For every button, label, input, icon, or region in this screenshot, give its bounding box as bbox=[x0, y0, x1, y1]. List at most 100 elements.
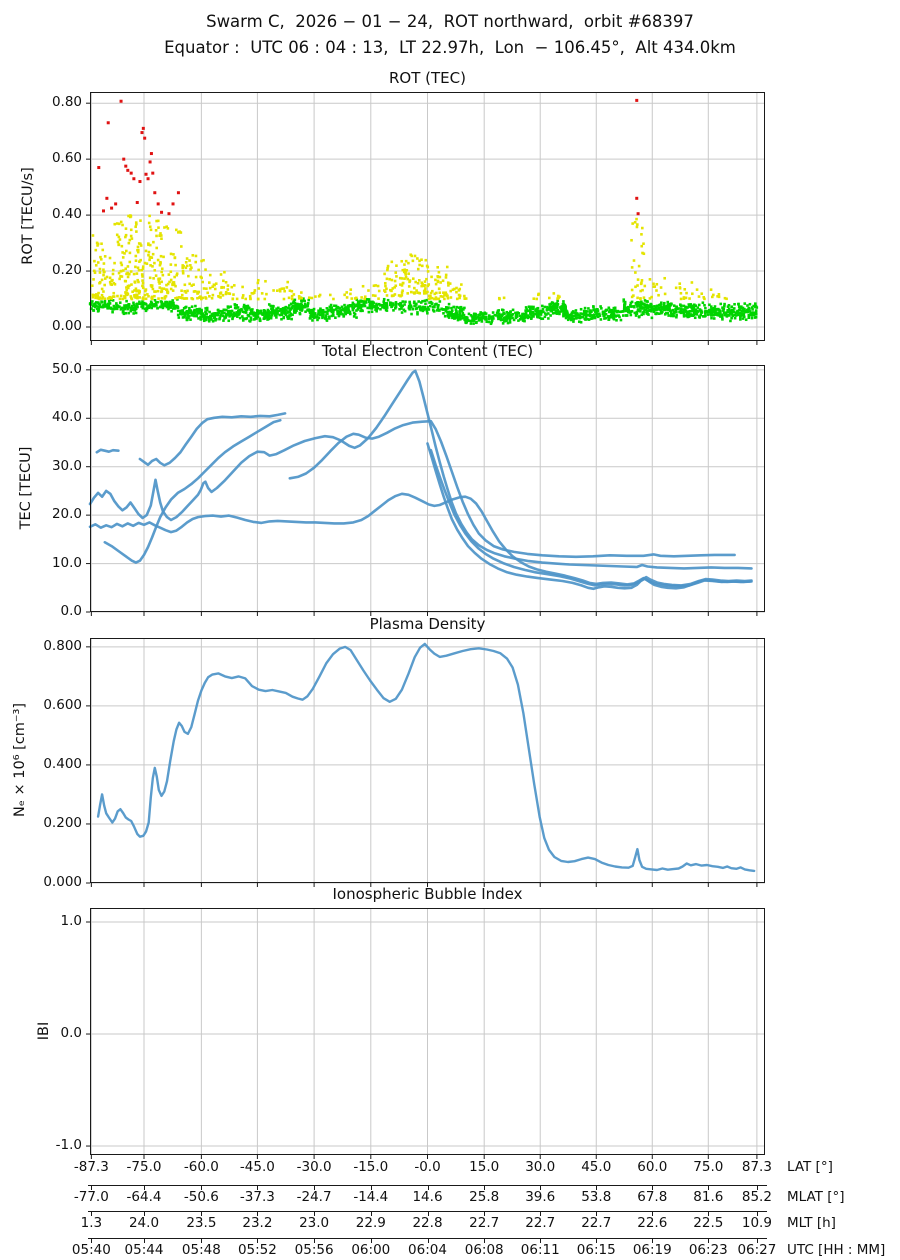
utc-tick-label: 06:00 bbox=[351, 1242, 391, 1258]
mlt-tick-mark bbox=[756, 1212, 758, 1216]
mlt-tick-label: 22.7 bbox=[581, 1215, 612, 1231]
mlat-axis-label: MLAT [°] bbox=[787, 1189, 845, 1205]
lat-tick-label: 15.0 bbox=[469, 1159, 500, 1175]
mlat-tick-mark bbox=[370, 1186, 372, 1190]
utc-tick-mark bbox=[652, 1239, 654, 1243]
tec-y-tick-label: 40.0 bbox=[51, 409, 82, 426]
utc-tick-label: 05:52 bbox=[237, 1242, 277, 1258]
mlat-axis-spine bbox=[88, 1185, 767, 1186]
utc-tick-mark bbox=[144, 1239, 145, 1243]
x-axes-block: LAT [°] MLAT [°] MLT [h] UTC [HH : MM] -… bbox=[72, 1155, 885, 1260]
mlat-tick-mark bbox=[201, 1186, 203, 1190]
mlt-tick-label: 10.9 bbox=[741, 1215, 772, 1231]
tec-plot-area bbox=[86, 365, 765, 616]
lat-tick-label: 30.0 bbox=[525, 1159, 556, 1175]
utc-tick-mark bbox=[596, 1239, 598, 1243]
utc-tick-mark bbox=[314, 1239, 316, 1243]
figure-subtitle: Equator : UTC 06 : 04 : 13, LT 22.97h, L… bbox=[164, 38, 736, 57]
mlat-tick-label: 25.8 bbox=[469, 1189, 500, 1205]
rot-plot-area bbox=[86, 92, 765, 345]
mlt-tick-label: 1.3 bbox=[80, 1215, 103, 1231]
figure-title: Swarm C, 2026 − 01 − 24, ROT northward, … bbox=[206, 12, 694, 31]
mlat-tick-mark bbox=[756, 1186, 758, 1190]
rot-y-tick-label: 0.40 bbox=[51, 206, 82, 223]
ne-y-tick-label: 0.400 bbox=[43, 755, 82, 772]
mlat-tick-mark bbox=[652, 1186, 654, 1190]
plasma-density-plot-area bbox=[86, 638, 765, 887]
utc-tick-mark bbox=[540, 1239, 542, 1243]
mlt-tick-label: 22.7 bbox=[525, 1215, 556, 1231]
mlat-tick-label: 85.2 bbox=[741, 1189, 772, 1205]
lat-tick-label: 45.0 bbox=[581, 1159, 612, 1175]
utc-tick-label: 06:11 bbox=[520, 1242, 560, 1258]
mlt-tick-mark bbox=[540, 1212, 542, 1216]
mlt-tick-mark bbox=[484, 1212, 486, 1216]
mlt-tick-mark bbox=[257, 1212, 259, 1216]
utc-tick-mark bbox=[756, 1239, 758, 1243]
utc-axis-label: UTC [HH : MM] bbox=[787, 1242, 886, 1258]
ne-y-tick-label: 0.000 bbox=[43, 874, 82, 890]
rot-y-tick-label: 0.00 bbox=[51, 318, 82, 334]
mlat-tick-label: 14.6 bbox=[412, 1189, 443, 1205]
panel-title-rot: ROT (TEC) bbox=[389, 69, 466, 87]
mlt-axis-spine bbox=[88, 1211, 767, 1212]
ibi-plot-area bbox=[86, 908, 765, 1159]
mlat-tick-mark bbox=[144, 1186, 145, 1190]
mlat-tick-label: -24.7 bbox=[296, 1189, 332, 1205]
utc-tick-label: 06:19 bbox=[632, 1242, 672, 1258]
mlt-tick-label: 23.2 bbox=[242, 1215, 273, 1231]
mlt-tick-label: 22.8 bbox=[412, 1215, 443, 1231]
tec-y-tick-label: 20.0 bbox=[51, 506, 82, 523]
mlat-tick-label: 81.6 bbox=[693, 1189, 724, 1205]
tec-y-tick-label: 0.0 bbox=[60, 603, 82, 619]
utc-tick-mark bbox=[257, 1239, 259, 1243]
lat-tick-label: -30.0 bbox=[296, 1159, 332, 1175]
mlat-tick-label: 39.6 bbox=[525, 1189, 556, 1205]
mlat-tick-mark bbox=[257, 1186, 259, 1190]
mlat-tick-label: -77.0 bbox=[73, 1189, 109, 1205]
mlt-tick-label: 22.7 bbox=[469, 1215, 500, 1231]
mlt-tick-mark bbox=[652, 1212, 654, 1216]
lat-tick-label: -45.0 bbox=[239, 1159, 275, 1175]
mlt-tick-mark bbox=[144, 1212, 145, 1216]
lat-tick-label: -87.3 bbox=[73, 1159, 109, 1175]
mlat-tick-label: -64.4 bbox=[126, 1189, 162, 1205]
mlt-axis-label: MLT [h] bbox=[787, 1215, 836, 1231]
rot-y-tick-label: 0.20 bbox=[51, 262, 82, 279]
mlt-tick-mark bbox=[91, 1212, 93, 1216]
mlt-tick-mark bbox=[314, 1212, 316, 1216]
lat-tick-label: 75.0 bbox=[693, 1159, 724, 1175]
lat-tick-label: -0.0 bbox=[414, 1159, 441, 1175]
mlat-tick-mark bbox=[540, 1186, 542, 1190]
mlat-tick-label: 53.8 bbox=[581, 1189, 612, 1205]
ibi-y-tick-label: 0.0 bbox=[60, 1025, 82, 1042]
panel-title-ibi: Ionospheric Bubble Index bbox=[332, 885, 523, 903]
mlt-tick-mark bbox=[596, 1212, 598, 1216]
utc-tick-label: 06:27 bbox=[737, 1242, 777, 1258]
lat-tick-label: -60.0 bbox=[183, 1159, 219, 1175]
panel-title-plasma-density: Plasma Density bbox=[369, 615, 486, 633]
lat-tick-label: -75.0 bbox=[126, 1159, 162, 1175]
mlat-tick-mark bbox=[596, 1186, 598, 1190]
mlat-tick-mark bbox=[91, 1186, 93, 1190]
rot-y-tick-label: 0.80 bbox=[51, 94, 82, 111]
mlat-tick-mark bbox=[314, 1186, 316, 1190]
utc-tick-label: 06:15 bbox=[576, 1242, 616, 1258]
mlat-tick-mark bbox=[427, 1186, 429, 1190]
utc-tick-label: 06:04 bbox=[408, 1242, 447, 1258]
mlt-tick-label: 24.0 bbox=[128, 1215, 160, 1231]
tec-y-tick-label: 30.0 bbox=[51, 457, 82, 474]
utc-tick-label: 06:23 bbox=[688, 1242, 728, 1258]
mlt-tick-label: 23.0 bbox=[299, 1215, 330, 1231]
mlat-tick-mark bbox=[708, 1186, 710, 1190]
ibi-y-tick-label: 1.0 bbox=[60, 913, 82, 929]
rot-y-tick-label: 0.60 bbox=[51, 150, 82, 167]
utc-tick-label: 06:08 bbox=[464, 1242, 504, 1258]
lat-tick-label: -15.0 bbox=[353, 1159, 389, 1175]
mlt-tick-label: 22.6 bbox=[637, 1215, 668, 1231]
tec-y-tick-label: 10.0 bbox=[51, 554, 82, 571]
mlt-tick-label: 22.9 bbox=[355, 1215, 386, 1231]
utc-tick-label: 05:48 bbox=[181, 1242, 221, 1258]
ne-y-tick-label: 0.800 bbox=[43, 637, 82, 654]
